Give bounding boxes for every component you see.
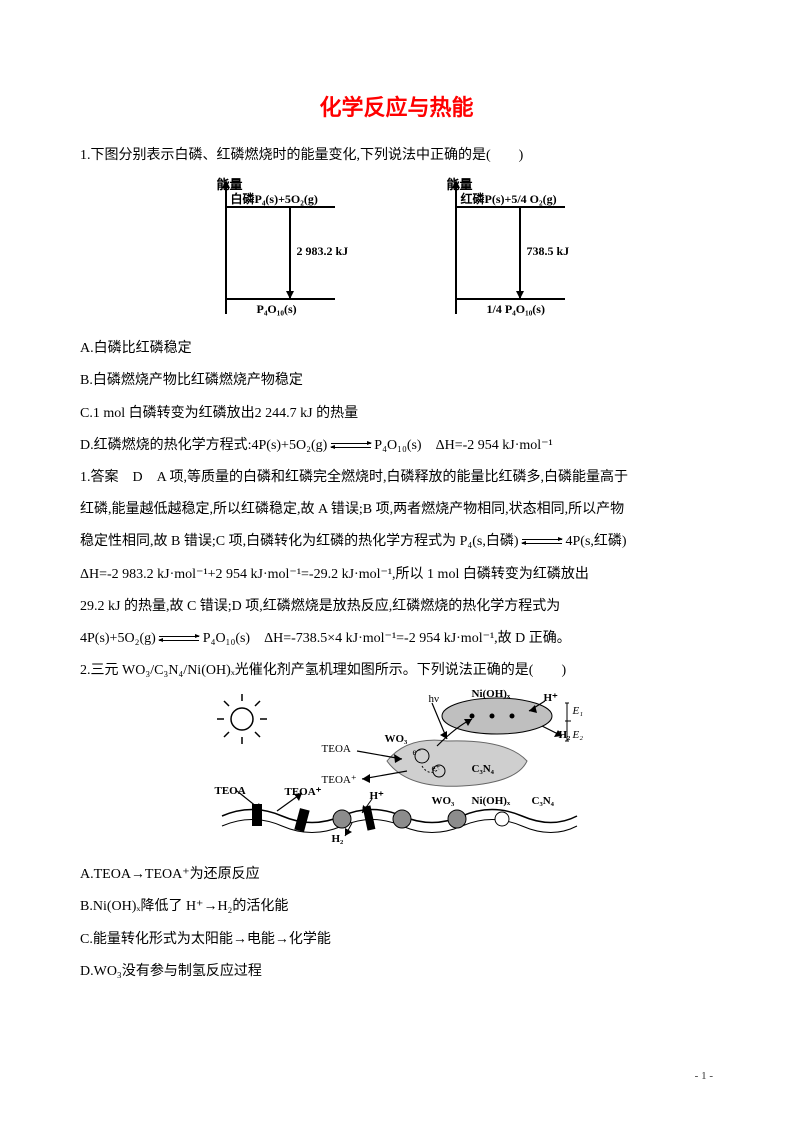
label-bot-right: 1/4 P₄O₁₀(s): [487, 302, 545, 317]
q1-ans-6: 4P(s)+5O₂(g) P₄O₁₀(s) ΔH=-738.5×4 kJ·mol…: [80, 623, 713, 655]
diagram-right: 能量 红磷P(s)+5/4 O₂(g) 738.5 kJ 1/4 P₄O₁₀(s…: [427, 178, 597, 323]
lbl-hv: hν: [429, 693, 439, 705]
q1-ans6-pre: 4P(s)+5O₂(g): [80, 631, 156, 646]
lbl-wo3-b: WO₃: [432, 795, 455, 807]
lbl-nioh-b: Ni(OH)ₓ: [472, 795, 511, 807]
mechanism-svg: [207, 691, 587, 851]
arrow-right: [519, 208, 521, 298]
lbl-e1: E₁: [573, 705, 584, 717]
delta-right: 738.5 kJ: [527, 244, 570, 259]
label-top-left: 白磷P₄(s)+5O₂(g): [231, 190, 318, 207]
mechanism-diagram: hν Ni(OH)ₓ H⁺ H₂ E₁ E₂ WO₃ TEOA TEOA⁺ C₃…: [207, 691, 587, 851]
q1-optD-pre: D.红磷燃烧的热化学方程式:4P(s)+5O₂(g): [80, 438, 327, 453]
q1-optB: B.白磷燃烧产物比红磷燃烧产物稳定: [80, 365, 713, 397]
q1-ans-2: 红磷,能量越低越稳定,所以红磷稳定,故 A 错误;B 项,两者燃烧产物相同,状态…: [80, 494, 713, 526]
lbl-eplus: e⁺: [432, 763, 441, 774]
label-top-right: 红磷P(s)+5/4 O₂(g): [461, 190, 557, 207]
q1-ans-3: 稳定性相同,故 B 错误;C 项,白磷转化为红磷的热化学方程式为 P₄(s,白磷…: [80, 526, 713, 558]
q2-optB: B.Ni(OH)ₓ降低了 H⁺→H₂的活化能: [80, 891, 713, 923]
lbl-h2-b: H₂: [332, 833, 344, 845]
q2-optC: C.能量转化形式为太阳能→电能→化学能: [80, 924, 713, 956]
lbl-teoa: TEOA: [322, 743, 351, 755]
q1-ans-5: 29.2 kJ 的热量,故 C 错误;D 项,红磷燃烧是放热反应,红磷燃烧的热化…: [80, 591, 713, 623]
lbl-hplus-b: H⁺: [370, 789, 384, 802]
level-bot-left: [225, 298, 335, 300]
lbl-teoa-b: TEOA: [215, 785, 246, 797]
mechanism-diagram-wrap: hν Ni(OH)ₓ H⁺ H₂ E₁ E₂ WO₃ TEOA TEOA⁺ C₃…: [80, 691, 713, 851]
page-title: 化学反应与热能: [80, 90, 713, 122]
lbl-teoa-plus: TEOA⁺: [322, 773, 357, 786]
lbl-h2: H₂: [559, 729, 571, 741]
lbl-e-circle: e⁻: [413, 747, 422, 758]
q1-optD-post: P₄O₁₀(s) ΔH=-2 954 kJ·mol⁻¹: [374, 438, 552, 453]
lbl-c3n4: C₃N₄: [472, 763, 494, 775]
page-footer: - 1 -: [695, 1070, 713, 1082]
q1-optA: A.白磷比红磷稳定: [80, 333, 713, 365]
q1-ans-1: 1.答案 D A 项,等质量的白磷和红磷完全燃烧时,白磷释放的能量比红磷多,白磷…: [80, 462, 713, 494]
q2-optA: A.TEOA→TEOA⁺为还原反应: [80, 859, 713, 891]
lbl-teoa-plus-b: TEOA⁺: [285, 785, 322, 798]
arrow-left: [289, 208, 291, 298]
label-bot-left: P₄O₁₀(s): [257, 302, 297, 317]
q1-ans3-post: 4P(s,红磷): [566, 534, 627, 549]
q1-optC: C.1 mol 白磷转变为红磷放出2 244.7 kJ 的热量: [80, 398, 713, 430]
q1-optD: D.红磷燃烧的热化学方程式:4P(s)+5O₂(g) P₄O₁₀(s) ΔH=-…: [80, 430, 713, 462]
q2-optD: D.WO₃没有参与制氢反应过程: [80, 956, 713, 988]
q1-ans3-pre: 稳定性相同,故 B 错误;C 项,白磷转化为红磷的热化学方程式为 P₄(s,白磷…: [80, 534, 519, 549]
level-bot-right: [455, 298, 565, 300]
lbl-nioh: Ni(OH)ₓ: [472, 688, 511, 700]
lbl-wo3-top: WO₃: [385, 733, 408, 745]
q1-ans-4: ΔH=-2 983.2 kJ·mol⁻¹+2 954 kJ·mol⁻¹=-29.…: [80, 559, 713, 591]
q2-stem: 2.三元 WO₃/C₃N₄/Ni(OH)ₓ光催化剂产氢机理如图所示。下列说法正确…: [80, 655, 713, 687]
energy-diagrams: 能量 白磷P₄(s)+5O₂(g) 2 983.2 kJ P₄O₁₀(s) 能量…: [80, 178, 713, 323]
q1-ans6-post: P₄O₁₀(s) ΔH=-738.5×4 kJ·mol⁻¹=-2 954 kJ·…: [203, 631, 571, 646]
lbl-hplus: H⁺: [544, 691, 558, 704]
q1-stem: 1.下图分别表示白磷、红磷燃烧时的能量变化,下列说法中正确的是( ): [80, 140, 713, 172]
lbl-c3n4-b: C₃N₄: [532, 795, 554, 807]
delta-left: 2 983.2 kJ: [297, 244, 349, 259]
lbl-e2: E₂: [573, 729, 584, 741]
diagram-left: 能量 白磷P₄(s)+5O₂(g) 2 983.2 kJ P₄O₁₀(s): [197, 178, 367, 323]
